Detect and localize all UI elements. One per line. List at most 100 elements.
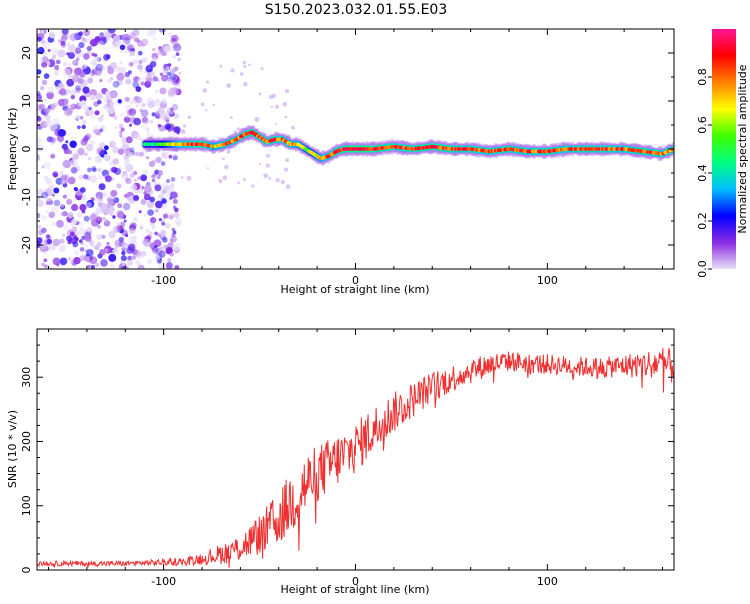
noise-speckle [79,71,86,78]
noise-speckle [83,215,90,222]
noise-speckle [258,92,262,96]
x-tick-label: -100 [151,274,176,287]
noise-speckle [37,116,42,122]
noise-speckle [67,132,72,136]
noise-speckle [101,35,107,42]
noise-speckle [89,112,97,120]
noise-speckle [163,63,169,69]
noise-speckle [40,85,45,91]
noise-speckle [45,234,51,239]
noise-speckle [205,109,208,112]
noise-speckle [173,126,181,134]
noise-speckle [97,116,104,122]
noise-speckle [94,196,103,204]
noise-speckle [43,161,51,170]
colorbar-tick-label: 0.0 [696,260,709,278]
noise-speckle [139,69,143,73]
noise-speckle [44,119,52,127]
noise-speckle [101,95,106,100]
noise-speckle [173,212,180,218]
noise-speckle [165,66,170,70]
noise-speckle [104,248,109,253]
noise-speckle [97,225,101,229]
noise-speckle [89,256,98,265]
noise-speckle [49,32,56,39]
noise-speckle [222,157,225,161]
noise-speckle [218,178,223,184]
noise-speckle [169,238,174,243]
noise-speckle [147,77,154,84]
noise-speckle [48,184,55,191]
noise-speckle [243,82,248,87]
noise-speckle [163,185,170,191]
noise-speckle [230,116,233,119]
noise-speckle [169,183,175,188]
noise-speckle [263,173,269,179]
noise-speckle [285,184,291,189]
noise-speckle [187,115,192,120]
noise-speckle [110,140,117,147]
noise-speckle [138,50,143,56]
noise-speckle [59,257,68,266]
noise-speckle [157,124,162,128]
noise-speckle [67,212,74,219]
noise-speckle [37,144,44,152]
noise-speckle [45,201,50,205]
noise-speckle [60,170,64,174]
noise-speckle [131,255,137,260]
noise-speckle [144,80,152,88]
colorbar-ticks: 0.0 0.2 0.4 0.6 0.8 [696,68,712,278]
noise-speckle [200,102,205,107]
noise-speckle [155,147,160,152]
noise-speckle [109,77,114,81]
noise-speckle [129,200,134,205]
noise-speckle [124,50,128,54]
noise-speckle [104,175,112,183]
noise-speckle [155,111,160,116]
noise-speckle [60,211,66,217]
noise-speckle [94,155,103,163]
noise-speckle [166,179,170,183]
noise-speckle [168,154,173,159]
noise-speckle [91,52,95,57]
noise-speckle [158,250,166,258]
noise-speckle [172,37,177,41]
noise-speckle [58,244,66,252]
noise-speckle [57,129,66,137]
noise-speckle [41,262,46,267]
noise-speckle [64,174,69,179]
noise-speckle [161,151,170,160]
noise-speckle [102,217,106,220]
noise-speckle [57,98,66,107]
noise-speckle [219,64,223,68]
noise-speckle [46,86,54,94]
noise-speckle [120,255,127,262]
colorbar-tick-label: 0.6 [696,116,709,134]
noise-speckle [63,224,69,230]
noise-speckle [135,152,139,156]
noise-speckle [171,227,176,232]
noise-speckle [145,120,150,125]
noise-speckle [145,32,151,37]
noise-speckle [154,184,162,192]
noise-speckle [160,161,166,166]
noise-speckle [41,227,47,234]
noise-speckle [90,242,95,248]
noise-speckle [37,199,44,208]
noise-speckle [173,43,182,52]
noise-speckle [130,222,137,229]
noise-speckle [254,116,260,122]
noise-speckle [62,61,68,67]
noise-speckle [146,200,155,209]
noise-speckle [157,233,161,237]
noise-speckle [67,176,76,185]
noise-speckle [37,36,42,42]
snr-ticks: -100 0 100 0 100 200 300 [20,328,674,588]
noise-speckle [80,242,84,246]
noise-speckle [132,76,139,83]
noise-speckle [160,218,166,223]
noise-speckle [149,216,157,224]
noise-speckle [180,176,184,179]
noise-speckle [107,67,115,75]
noise-speckle [48,103,56,111]
